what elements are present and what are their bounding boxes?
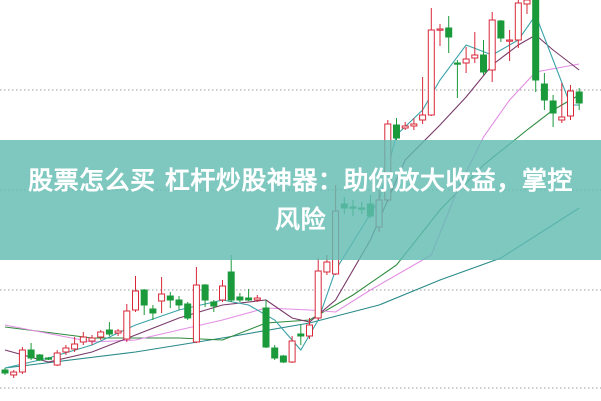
- candle-up: [314, 270, 322, 319]
- candle-up: [192, 284, 200, 343]
- candle-up: [514, 2, 522, 41]
- candle-up: [306, 324, 313, 337]
- candle-up: [123, 310, 131, 340]
- candle-up: [471, 54, 479, 59]
- moving-average-line: [4, 207, 580, 369]
- candle-up: [253, 297, 261, 301]
- candle-up: [132, 290, 139, 311]
- candle-up: [523, 0, 531, 5]
- candle-down: [480, 54, 487, 73]
- candle-down: [36, 354, 44, 361]
- candle-down: [175, 299, 183, 306]
- candle-down: [279, 355, 287, 363]
- candle-down: [166, 295, 174, 301]
- candle-down: [445, 27, 453, 38]
- moving-average-line: [4, 94, 580, 341]
- candle-down: [105, 329, 113, 335]
- candle-up: [158, 293, 166, 302]
- candle-up: [506, 39, 514, 42]
- moving-average-line: [4, 63, 580, 343]
- candle-down: [245, 297, 253, 301]
- candle-down: [27, 349, 35, 359]
- candle-up: [219, 285, 226, 301]
- candle-up: [462, 58, 470, 64]
- candle-down: [201, 284, 209, 301]
- candle-down: [1, 369, 9, 374]
- candle-down: [262, 307, 270, 348]
- candle-down: [140, 289, 148, 306]
- candle-down: [227, 271, 235, 301]
- candle-down: [236, 296, 244, 301]
- candle-up: [62, 347, 70, 353]
- candle-down: [497, 20, 505, 39]
- candle-up: [401, 125, 409, 129]
- candle-down: [540, 83, 548, 101]
- candle-up: [567, 90, 574, 117]
- candle-up: [427, 29, 435, 116]
- candle-up: [18, 349, 26, 373]
- candle-up: [97, 331, 105, 338]
- candle-up: [10, 371, 18, 376]
- candle-down: [149, 308, 157, 314]
- candle-up: [419, 114, 427, 121]
- candle-down: [184, 303, 192, 319]
- article-title: 股票怎么买 杠杆炒股神器：助你放大收益，掌控风险: [28, 166, 573, 234]
- candle-up: [114, 330, 122, 334]
- candle-down: [45, 357, 52, 360]
- candle-down: [393, 124, 400, 139]
- candle-up: [323, 261, 331, 273]
- candle-up: [53, 352, 61, 366]
- candle-up: [71, 343, 79, 350]
- title-banner: 股票怎么买 杠杆炒股神器：助你放大收益，掌控风险: [0, 140, 601, 260]
- candle-up: [488, 19, 496, 71]
- candle-down: [297, 333, 305, 337]
- candle-up: [436, 28, 444, 31]
- candle-down: [210, 301, 218, 307]
- candle-up: [288, 340, 296, 363]
- candle-up: [558, 116, 566, 121]
- candle-down: [575, 91, 583, 104]
- candle-down: [271, 347, 279, 359]
- candle-up: [88, 337, 96, 342]
- candle-down: [453, 62, 461, 65]
- candle-up: [410, 123, 418, 127]
- candle-up: [79, 336, 87, 343]
- candle-down: [532, 0, 540, 81]
- candle-down: [549, 100, 557, 114]
